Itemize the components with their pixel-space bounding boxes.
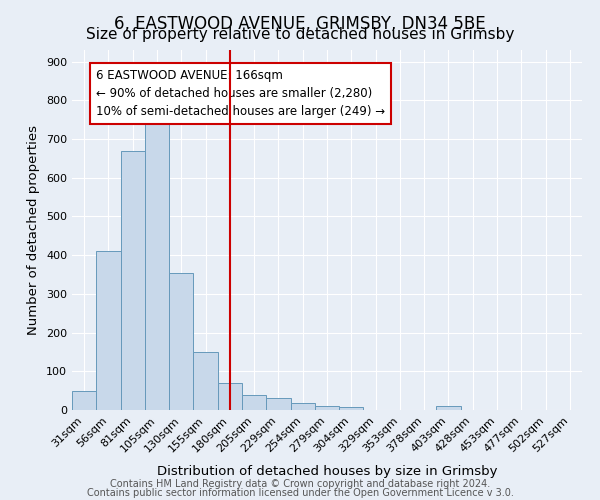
Text: 6 EASTWOOD AVENUE: 166sqm
← 90% of detached houses are smaller (2,280)
10% of se: 6 EASTWOOD AVENUE: 166sqm ← 90% of detac… xyxy=(96,70,385,118)
Bar xyxy=(266,398,290,410)
Bar xyxy=(96,252,121,410)
Y-axis label: Number of detached properties: Number of detached properties xyxy=(28,125,40,335)
Bar xyxy=(193,352,218,410)
Bar xyxy=(145,120,169,410)
Text: Contains HM Land Registry data © Crown copyright and database right 2024.: Contains HM Land Registry data © Crown c… xyxy=(110,479,490,489)
Bar xyxy=(72,390,96,410)
X-axis label: Distribution of detached houses by size in Grimsby: Distribution of detached houses by size … xyxy=(157,465,497,478)
Bar xyxy=(339,407,364,410)
Bar xyxy=(218,383,242,410)
Bar xyxy=(290,403,315,410)
Bar xyxy=(121,150,145,410)
Bar xyxy=(242,396,266,410)
Bar xyxy=(315,406,339,410)
Bar xyxy=(169,272,193,410)
Text: Size of property relative to detached houses in Grimsby: Size of property relative to detached ho… xyxy=(86,28,514,42)
Text: Contains public sector information licensed under the Open Government Licence v : Contains public sector information licen… xyxy=(86,488,514,498)
Text: 6, EASTWOOD AVENUE, GRIMSBY, DN34 5BE: 6, EASTWOOD AVENUE, GRIMSBY, DN34 5BE xyxy=(114,15,486,33)
Bar xyxy=(436,406,461,410)
